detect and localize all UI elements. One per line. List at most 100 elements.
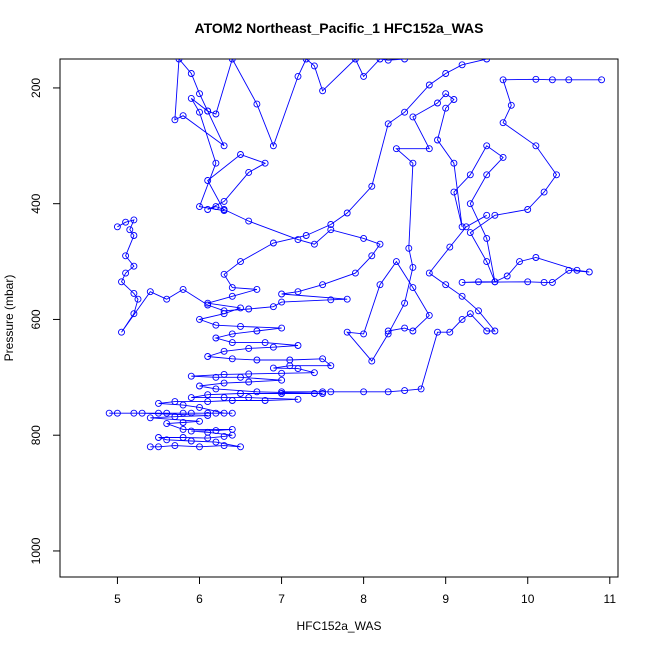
- series-3: [343, 75, 606, 365]
- data-point: [196, 403, 203, 411]
- data-point: [245, 378, 253, 386]
- data-point: [327, 362, 335, 370]
- data-point: [319, 355, 327, 363]
- plot-frame: [59, 58, 619, 578]
- data-point: [503, 272, 511, 280]
- data-point: [179, 434, 187, 441]
- data-point: [458, 223, 466, 231]
- y-axis: 200 400 600 800 1000: [29, 78, 61, 564]
- data-point: [130, 216, 138, 224]
- data-point: [179, 112, 187, 120]
- data-point: [220, 307, 228, 315]
- x-tick-label: 7: [278, 592, 285, 606]
- data-point: [146, 414, 154, 422]
- x-tick-label: 6: [196, 592, 203, 606]
- data-point: [425, 81, 433, 89]
- data-point: [553, 171, 560, 179]
- data-point: [204, 206, 212, 213]
- data-point: [269, 142, 277, 150]
- data-point: [179, 425, 187, 433]
- data-point: [450, 159, 458, 167]
- data-point: [179, 401, 187, 409]
- data-point: [450, 188, 458, 196]
- data-point: [483, 59, 491, 63]
- data-point: [532, 142, 540, 150]
- data-point: [228, 355, 236, 363]
- data-point: [175, 59, 183, 63]
- data-point: [187, 394, 195, 402]
- data-point: [417, 385, 425, 393]
- data-point: [187, 94, 195, 102]
- y-tick-label: 800: [29, 425, 43, 445]
- data-point: [253, 356, 261, 364]
- data-point: [253, 327, 261, 335]
- data-point: [126, 226, 134, 234]
- data-point: [237, 390, 244, 397]
- data-point: [155, 409, 162, 417]
- data-point: [483, 327, 491, 335]
- data-point: [212, 373, 220, 381]
- data-point: [384, 388, 392, 396]
- data-point: [220, 347, 228, 355]
- data-point: [113, 409, 121, 417]
- data-point: [368, 182, 376, 190]
- data-point: [245, 344, 253, 352]
- data-point: [212, 203, 220, 211]
- data-point: [368, 252, 376, 260]
- data-point: [491, 278, 499, 286]
- data-point: [360, 234, 368, 242]
- data-point: [466, 200, 474, 208]
- data-point: [220, 409, 228, 417]
- y-tick-label: 200: [29, 78, 43, 98]
- data-point: [458, 278, 466, 286]
- data-point: [442, 281, 450, 289]
- data-point: [401, 324, 409, 332]
- data-point: [475, 278, 482, 286]
- data-point: [483, 142, 491, 150]
- x-tick-label: 9: [442, 592, 449, 606]
- data-point: [171, 116, 179, 124]
- data-point: [491, 327, 499, 335]
- data-point: [376, 240, 384, 248]
- data-point: [261, 339, 269, 347]
- data-point: [228, 339, 236, 347]
- data-point: [171, 398, 179, 406]
- data-point: [187, 409, 195, 417]
- data-point: [237, 443, 244, 451]
- data-point: [319, 281, 327, 289]
- data-point: [466, 229, 474, 237]
- series-line: [109, 59, 487, 448]
- data-point: [212, 321, 220, 329]
- data-point: [269, 303, 277, 311]
- data-point: [163, 420, 171, 428]
- data-point: [524, 206, 532, 213]
- data-point: [532, 75, 540, 83]
- data-point: [462, 223, 470, 231]
- data-point: [392, 258, 400, 266]
- data-point: [130, 409, 138, 417]
- series-2: [113, 59, 409, 336]
- y-tick-label: 600: [29, 309, 43, 329]
- data-point: [196, 417, 203, 425]
- data-point: [540, 278, 548, 286]
- data-point: [212, 159, 220, 167]
- data-point: [384, 327, 392, 335]
- data-point: [245, 394, 253, 402]
- data-point: [220, 379, 228, 387]
- data-point: [261, 397, 269, 404]
- data-point: [253, 285, 261, 293]
- data-point: [155, 434, 162, 441]
- data-point: [446, 328, 454, 336]
- data-point: [196, 382, 203, 390]
- data-point: [179, 409, 187, 417]
- x-axis-label: HFC152a_WAS: [297, 619, 382, 633]
- data-point: [245, 168, 253, 176]
- data-point: [228, 284, 236, 292]
- y-axis-label: Pressure (mbar): [2, 275, 16, 362]
- data-point: [573, 266, 581, 274]
- data-point: [269, 343, 277, 351]
- x-tick-label: 8: [360, 592, 367, 606]
- data-point: [294, 342, 302, 349]
- data-point: [327, 221, 335, 228]
- data-point: [155, 443, 162, 451]
